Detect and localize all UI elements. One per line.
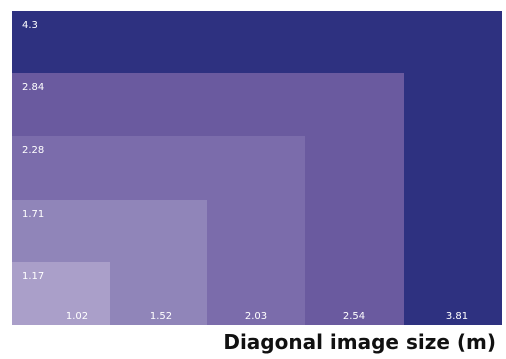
width-label-1: 2.54 bbox=[343, 311, 365, 322]
height-label-3: 1.71 bbox=[22, 209, 44, 220]
width-label-0: 3.81 bbox=[446, 311, 468, 322]
size-rect-4 bbox=[12, 262, 110, 325]
width-label-2: 2.03 bbox=[245, 311, 267, 322]
height-label-2: 2.28 bbox=[22, 145, 44, 156]
width-label-3: 1.52 bbox=[150, 311, 172, 322]
x-axis-title: Diagonal image size (m) bbox=[223, 330, 496, 354]
height-label-1: 2.84 bbox=[22, 82, 44, 93]
width-label-4: 1.02 bbox=[66, 311, 88, 322]
height-label-0: 4.3 bbox=[22, 20, 38, 31]
height-label-4: 1.17 bbox=[22, 271, 44, 282]
